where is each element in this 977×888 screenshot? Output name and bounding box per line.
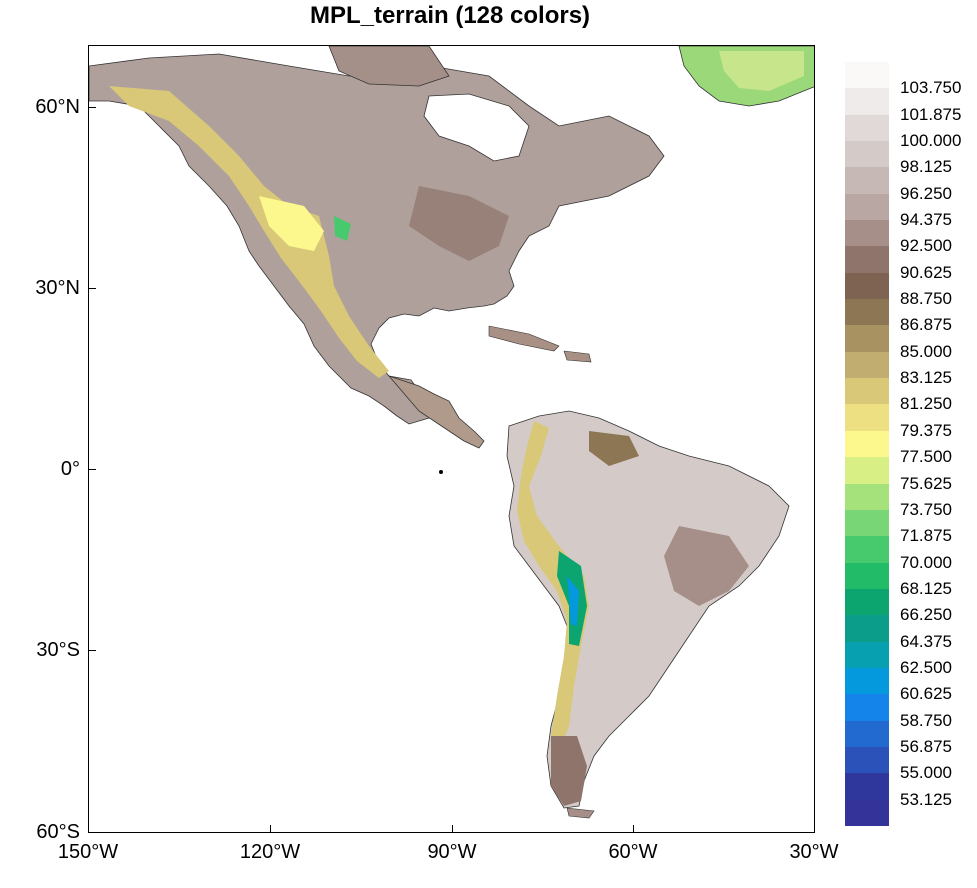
colorbar-label: 92.500 [900, 236, 952, 256]
colorbar-label: 70.000 [900, 552, 952, 572]
colorbar-label: 100.000 [900, 131, 962, 151]
colorbar-label: 64.375 [900, 631, 952, 651]
lat-tick-60s [88, 832, 96, 833]
colorbar-label: 56.875 [900, 736, 952, 756]
lon-label: 60°W [608, 841, 658, 863]
colorbar-segment [845, 483, 889, 511]
colorbar-segment [845, 799, 889, 826]
lat-tick-60n [88, 107, 96, 108]
terrain-map [89, 46, 814, 819]
colorbar-label: 98.125 [900, 157, 952, 177]
greenland-highland [719, 51, 804, 91]
colorbar-segment [845, 351, 889, 379]
colorbar-label: 103.750 [900, 78, 962, 98]
colorbar-label: 62.500 [900, 657, 952, 677]
colorbar-segment [845, 272, 889, 300]
colorbar-label: 66.250 [900, 605, 952, 625]
colorbar-label: 79.375 [900, 420, 952, 440]
colorbar-label: 86.875 [900, 315, 952, 335]
colorado-peaks [334, 216, 351, 241]
colorbar-label: 71.875 [900, 526, 952, 546]
colorbar-segment [845, 588, 889, 616]
lat-label: 30°S [36, 639, 80, 661]
lon-label: 120°W [239, 841, 301, 863]
colorbar-label: 55.000 [900, 763, 952, 783]
colorbar-segment [845, 773, 889, 801]
colorbar-label: 73.750 [900, 499, 952, 519]
colorbar-segment [845, 746, 889, 774]
colorbar-label: 85.000 [900, 341, 952, 361]
colorbar-segment [845, 325, 889, 353]
galapagos-islands [439, 470, 443, 474]
colorbar-segment [845, 404, 889, 432]
colorbar-label: 77.500 [900, 447, 952, 467]
colorbar-segment [845, 220, 889, 247]
map-panel [88, 45, 815, 833]
colorbar-segment [845, 114, 889, 142]
andes-mountains [517, 421, 589, 746]
cuba [488, 325, 560, 352]
lat-label: 0° [60, 458, 80, 480]
colorbar-segment [845, 88, 889, 116]
lon-tick-60w [633, 825, 634, 833]
rocky-core [259, 196, 324, 251]
colorbar-label: 53.125 [900, 789, 952, 809]
colorbar-label: 90.625 [900, 262, 952, 282]
plot-title: MPL_terrain (128 colors) [309, 2, 591, 29]
colorbar-segment [845, 641, 889, 669]
patagonia [551, 736, 587, 806]
colorbar-segment [845, 246, 889, 274]
colorbar-segment [845, 457, 889, 485]
lon-tick-30w [814, 825, 815, 833]
lat-tick-0 [88, 469, 96, 470]
colorbar-segment [845, 430, 889, 458]
colorbar-label: 94.375 [900, 210, 952, 230]
colorbar-segment [845, 509, 889, 537]
eastern-highlands [409, 186, 509, 261]
colorbar-segment [845, 299, 889, 326]
lon-label: 150°W [57, 841, 119, 863]
colorbar-segment [845, 167, 889, 195]
lat-tick-30n [88, 288, 96, 289]
colorbar-label: 60.625 [900, 684, 952, 704]
colorbar-label: 83.125 [900, 368, 952, 388]
lat-label: 60°S [36, 821, 80, 843]
colorbar-segment [845, 536, 889, 564]
colorbar-segment [845, 720, 889, 748]
colorbar-label: 81.250 [900, 394, 952, 414]
guiana-highlands [589, 431, 639, 466]
colorbar-segment [845, 193, 889, 221]
colorbar-label: 58.750 [900, 710, 952, 730]
brazilian-highlands [664, 526, 749, 606]
colorbar [845, 62, 889, 826]
south-america-landmass [506, 410, 790, 809]
colorbar-segment [845, 62, 889, 89]
colorbar-label: 96.250 [900, 183, 952, 203]
tierra-del-fuego [566, 807, 595, 819]
rocky-mountains [109, 86, 389, 378]
lon-tick-120w [270, 825, 271, 833]
arctic-islands [328, 46, 450, 87]
colorbar-segment [845, 694, 889, 722]
colorbar-segment [845, 615, 889, 643]
central-america [387, 375, 485, 449]
colorbar-label: 75.625 [900, 473, 952, 493]
lon-tick-150w [88, 825, 89, 833]
colorbar-label: 101.875 [900, 104, 962, 124]
hispaniola [563, 350, 592, 363]
lon-tick-90w [452, 825, 453, 833]
hudson-bay [423, 93, 530, 162]
altiplano-core [567, 576, 579, 626]
lat-label: 30°N [35, 277, 80, 299]
colorbar-segment [845, 141, 889, 168]
colorbar-segment [845, 562, 889, 590]
lon-label: 90°W [427, 841, 477, 863]
colorbar-label: 68.125 [900, 578, 952, 598]
colorbar-segment [845, 667, 889, 695]
lat-tick-30s [88, 650, 96, 651]
lon-label: 30°W [789, 841, 839, 863]
colorbar-segment [845, 378, 889, 405]
lat-label: 60°N [35, 96, 80, 118]
colorbar-label: 88.750 [900, 289, 952, 309]
